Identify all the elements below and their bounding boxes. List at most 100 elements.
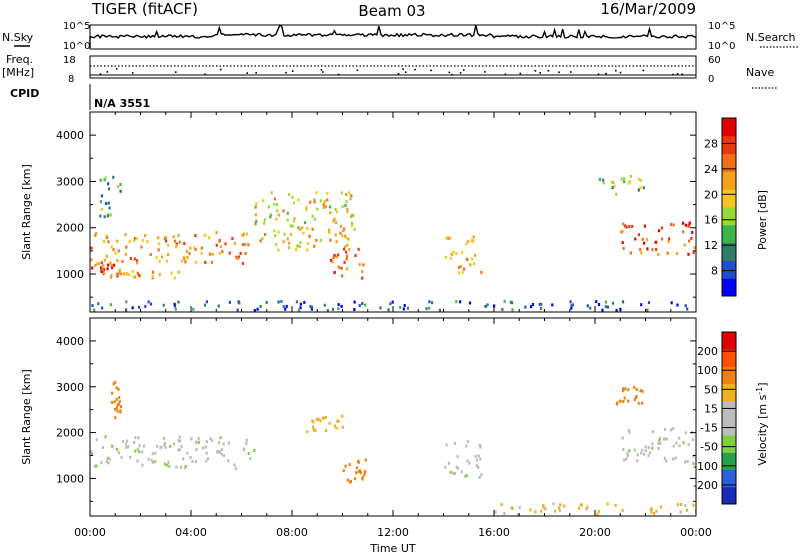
heatmap-cell	[639, 186, 642, 190]
heatmap-cell	[121, 440, 125, 443]
freq-dot	[459, 72, 462, 74]
heatmap-cell	[173, 239, 176, 243]
heatmap-cell	[540, 302, 543, 306]
heatmap-cell	[254, 222, 257, 226]
heatmap-cell	[100, 460, 103, 464]
heatmap-cell	[452, 471, 455, 475]
heatmap-cell	[118, 268, 121, 272]
heatmap-cell	[105, 460, 108, 464]
heatmap-cell	[428, 306, 431, 310]
heatmap-cell	[333, 424, 336, 428]
heatmap-cell	[539, 306, 543, 310]
heatmap-cell	[640, 451, 643, 455]
heatmap-cell	[105, 202, 108, 205]
heatmap-cell	[183, 256, 186, 260]
heatmap-cell	[287, 246, 291, 250]
heatmap-cell	[218, 441, 221, 445]
heatmap-cell	[172, 235, 175, 239]
heatmap-cell	[117, 271, 120, 275]
heatmap-cell	[253, 449, 256, 452]
heatmap-cell	[657, 441, 660, 445]
heatmap-cell	[242, 448, 246, 452]
freq-dot	[175, 71, 177, 73]
heatmap-cell	[306, 430, 309, 434]
heatmap-cell	[101, 268, 104, 272]
freq-dot	[246, 72, 248, 74]
heatmap-cell	[686, 307, 689, 311]
heatmap-cell	[664, 427, 667, 431]
heatmap-cell	[355, 471, 358, 475]
heatmap-cell	[286, 211, 289, 215]
colorbar-segment	[722, 242, 736, 261]
heatmap-cell	[460, 470, 463, 474]
heatmap-cell	[104, 176, 107, 180]
heatmap-cell	[668, 237, 671, 241]
heatmap-cell	[292, 201, 296, 205]
heatmap-cell	[119, 272, 122, 276]
heatmap-cell	[291, 224, 294, 228]
heatmap-cell	[91, 452, 94, 456]
heatmap-cell	[133, 275, 136, 279]
heatmap-cell	[640, 303, 643, 307]
heatmap-cell	[628, 225, 631, 229]
heatmap-cell	[282, 305, 285, 309]
heatmap-cell	[269, 213, 273, 217]
heatmap-cell	[331, 260, 334, 264]
heatmap-cell	[455, 300, 458, 304]
freq-dot	[570, 71, 572, 73]
heatmap-cell	[468, 301, 472, 305]
heatmap-cell	[469, 263, 472, 267]
heatmap-cell	[346, 210, 349, 214]
heatmap-cell	[479, 457, 482, 461]
heatmap-cell	[94, 264, 97, 267]
heatmap-cell	[466, 459, 469, 463]
heatmap-cell	[117, 387, 120, 391]
heatmap-cell	[622, 229, 625, 233]
heatmap-cell	[163, 462, 167, 466]
heatmap-cell	[174, 307, 177, 311]
heatmap-cell	[116, 403, 119, 407]
heatmap-cell	[641, 448, 644, 452]
heatmap-cell	[623, 458, 626, 462]
heatmap-cell	[184, 260, 187, 264]
heatmap-cell	[236, 308, 239, 312]
freq-dot	[615, 69, 617, 72]
heatmap-cell	[107, 201, 110, 205]
heatmap-cell	[117, 451, 120, 455]
cpid-label: CPID	[10, 87, 39, 100]
heatmap-cell	[529, 508, 532, 512]
heatmap-cell	[471, 257, 474, 261]
heatmap-cell	[447, 461, 450, 465]
heatmap-cell	[604, 305, 607, 309]
heatmap-cell	[627, 429, 630, 432]
heatmap-cell	[639, 248, 642, 252]
heatmap-cell	[679, 510, 682, 514]
colorbar-segment	[722, 469, 736, 488]
heatmap-cell	[305, 206, 308, 209]
heatmap-cell	[331, 307, 335, 311]
heatmap-cell	[670, 301, 673, 305]
heatmap-cell	[265, 300, 268, 304]
heatmap-cell	[501, 307, 504, 311]
heatmap-cell	[346, 243, 349, 247]
heatmap-cell	[91, 304, 94, 308]
freq-dot	[285, 71, 287, 74]
heatmap-cell	[177, 448, 180, 452]
heatmap-cell	[210, 260, 213, 264]
heatmap-cell	[303, 221, 307, 225]
heatmap-cell	[453, 472, 456, 476]
heatmap-cell	[293, 217, 296, 220]
heatmap-cell	[654, 240, 657, 244]
heatmap-cell	[173, 304, 177, 308]
freq-dot	[676, 73, 679, 75]
freq-dot	[448, 71, 451, 74]
heatmap-cell	[358, 263, 361, 267]
heatmap-cell	[467, 240, 470, 244]
heatmap-cell	[312, 425, 315, 429]
velocity-colorbar-tick-label: -50	[700, 441, 718, 454]
heatmap-cell	[557, 506, 561, 510]
heatmap-cell	[177, 270, 180, 274]
heatmap-cell	[625, 457, 628, 461]
velocity-colorbar-tick-label: -200	[693, 479, 718, 492]
freq-tick-bottom: 8	[68, 74, 74, 85]
